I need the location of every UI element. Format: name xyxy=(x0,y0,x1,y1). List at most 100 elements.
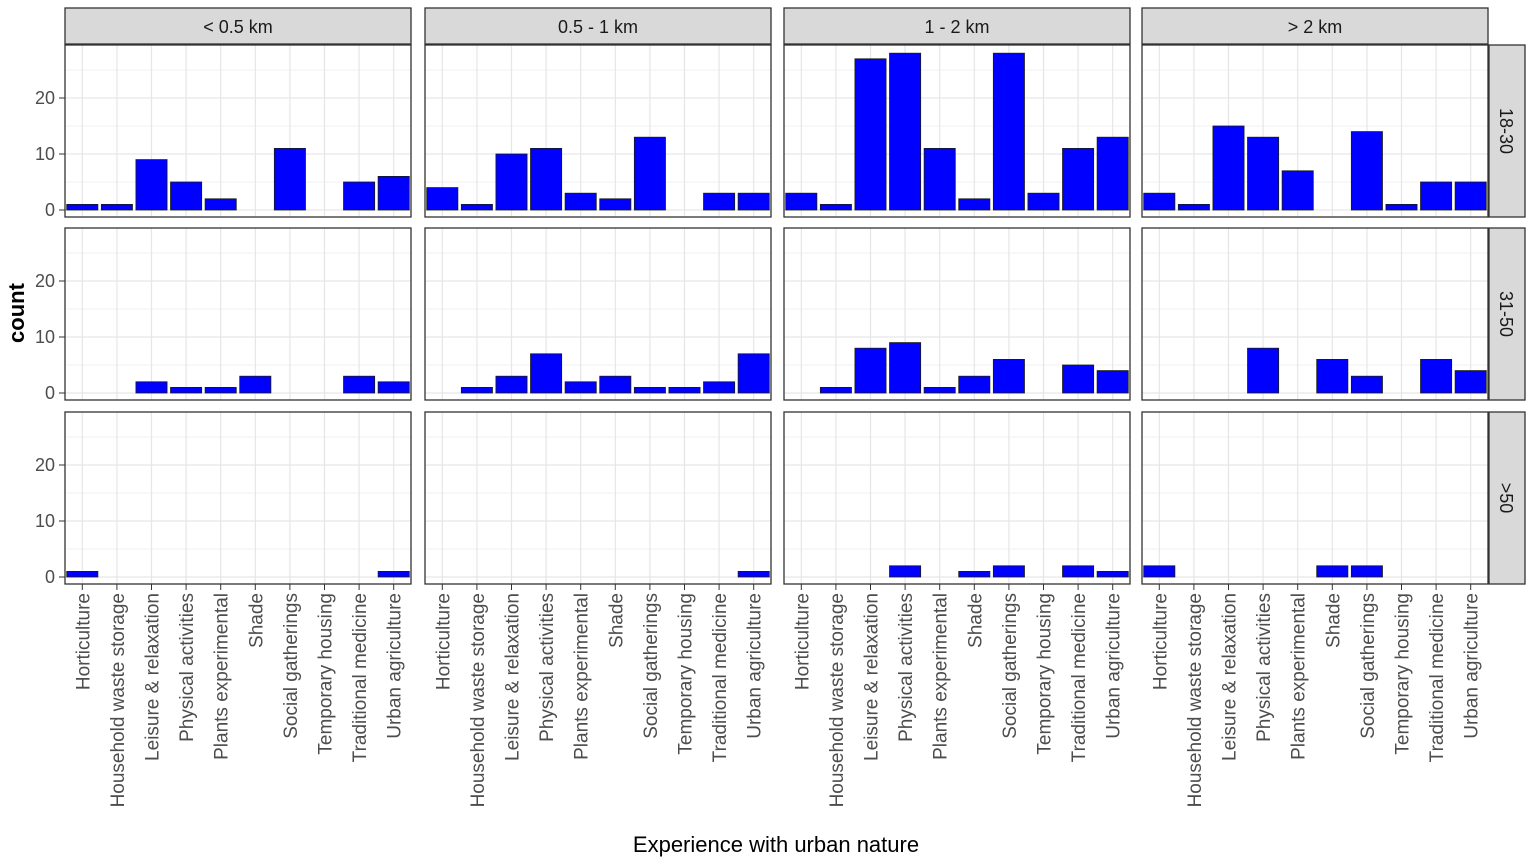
x-tick-label: Traditional medicine xyxy=(1427,593,1448,762)
facet-panel xyxy=(424,44,772,218)
bar xyxy=(495,153,528,211)
bar xyxy=(66,203,99,211)
x-tick-label: Urban agriculture xyxy=(745,593,766,739)
bar xyxy=(170,181,203,211)
bar xyxy=(1454,181,1487,211)
facet-panel xyxy=(1141,411,1489,585)
bar xyxy=(1281,170,1314,211)
x-tick-label: Horticulture xyxy=(73,593,94,690)
bar xyxy=(1420,181,1453,211)
bar xyxy=(343,375,376,394)
facet-strip-label: 0.5 - 1 km xyxy=(558,17,638,37)
panel-border xyxy=(64,411,412,585)
facet-panel xyxy=(424,411,772,585)
x-tick-label: Horticulture xyxy=(433,593,454,690)
bar xyxy=(66,571,99,578)
bar xyxy=(530,147,563,211)
x-tick-label: Plants experimental xyxy=(212,593,233,760)
x-tick-label: Household waste storage xyxy=(468,593,489,807)
panel-border xyxy=(783,227,1131,401)
x-tick-label: Horticulture xyxy=(1150,593,1171,690)
y-tick-label: 20 xyxy=(35,271,55,291)
bar xyxy=(273,147,306,211)
x-tick-label: Household waste storage xyxy=(108,593,129,807)
panel-background xyxy=(425,412,771,584)
y-tick-label: 10 xyxy=(35,511,55,531)
y-tick-label: 10 xyxy=(35,144,55,164)
facet-strip-label: 31-50 xyxy=(1496,291,1516,337)
bar xyxy=(668,386,701,394)
bar xyxy=(1062,364,1095,394)
x-tick-label: Traditional medicine xyxy=(1069,593,1090,762)
bar xyxy=(1350,375,1383,394)
facet-panel xyxy=(783,227,1131,401)
x-tick-label: Household waste storage xyxy=(827,593,848,807)
panel-border xyxy=(64,227,412,401)
y-axis-label: count xyxy=(4,282,29,343)
x-tick-label: Physical activities xyxy=(537,593,558,742)
bar xyxy=(785,192,818,211)
panel-border xyxy=(64,44,412,218)
x-tick-label: Plants experimental xyxy=(572,593,593,760)
x-tick-label: Urban agriculture xyxy=(385,593,406,739)
facet-strip-label: 18-30 xyxy=(1496,108,1516,154)
x-tick-label: Social gatherings xyxy=(641,593,662,739)
bar xyxy=(135,381,168,394)
facet-strip-label: < 0.5 km xyxy=(203,17,273,37)
facet-strip-label: > 2 km xyxy=(1288,17,1343,37)
bar xyxy=(135,159,168,211)
x-tick-label: Traditional medicine xyxy=(710,593,731,762)
bar xyxy=(958,198,991,211)
bar xyxy=(239,375,272,394)
bar xyxy=(1350,131,1383,211)
x-tick-label: Physical activities xyxy=(177,593,198,742)
bar xyxy=(1212,125,1245,211)
panel-border xyxy=(424,44,772,218)
bar xyxy=(204,198,237,211)
x-tick-label: Household waste storage xyxy=(1185,593,1206,807)
panel-background xyxy=(65,228,411,400)
bar xyxy=(1247,347,1280,394)
facet-strip-column xyxy=(64,7,412,45)
bar xyxy=(633,136,666,211)
x-tick-label: Shade xyxy=(606,593,627,648)
facet-panel xyxy=(64,44,412,218)
bar xyxy=(1316,565,1349,578)
bar xyxy=(530,353,563,394)
bar xyxy=(737,192,770,211)
bar xyxy=(377,175,410,211)
x-tick-label: Traditional medicine xyxy=(350,593,371,762)
x-tick-label: Shade xyxy=(1323,593,1344,648)
facet-panel xyxy=(1141,227,1489,401)
bar xyxy=(819,203,852,211)
y-tick-label: 10 xyxy=(35,327,55,347)
x-tick-label: Shade xyxy=(965,593,986,648)
facet-strip-row xyxy=(1488,44,1526,218)
bar xyxy=(1027,192,1060,211)
panel-border xyxy=(1141,44,1489,218)
x-tick-label: Physical activities xyxy=(1254,593,1275,742)
bar xyxy=(889,565,922,578)
bar xyxy=(923,147,956,211)
bar xyxy=(204,386,237,394)
bar xyxy=(1143,192,1176,211)
facet-strip-label: >50 xyxy=(1496,483,1516,514)
panel-border xyxy=(424,227,772,401)
x-tick-label: Social gatherings xyxy=(1000,593,1021,739)
bar xyxy=(599,198,632,211)
bar xyxy=(426,187,459,211)
x-axis-label: Experience with urban nature xyxy=(633,832,919,857)
x-tick-label: Plants experimental xyxy=(1289,593,1310,760)
y-tick-label: 0 xyxy=(45,200,55,220)
bar xyxy=(992,358,1025,394)
facet-strip-row xyxy=(1488,227,1526,401)
facet-strip-column xyxy=(1141,7,1489,45)
panel-border xyxy=(1141,227,1489,401)
x-tick-label: Shade xyxy=(246,593,267,648)
x-tick-label: Plants experimental xyxy=(931,593,952,760)
facet-strip-column xyxy=(783,7,1131,45)
x-tick-label: Temporary housing xyxy=(1393,593,1414,755)
facet-panel xyxy=(424,227,772,401)
x-tick-label: Urban agriculture xyxy=(1462,593,1483,739)
panel-background xyxy=(425,45,771,217)
